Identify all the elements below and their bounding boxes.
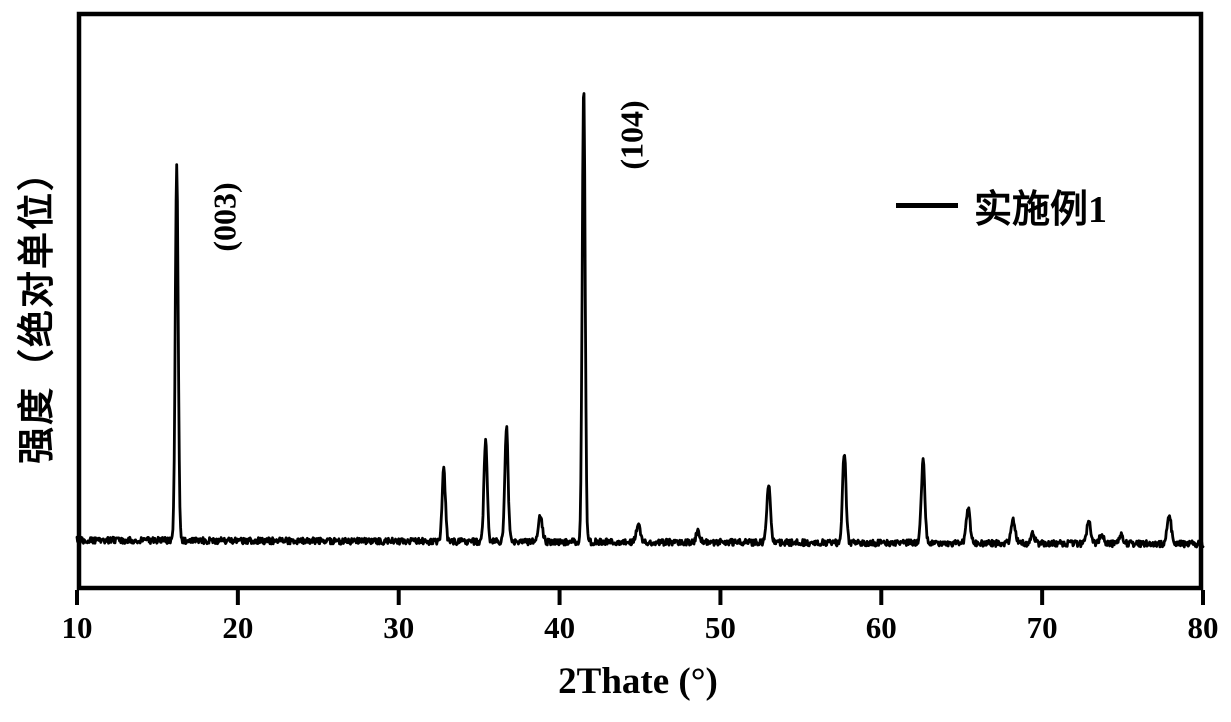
x-axis-label: 2Thate (°) — [558, 661, 718, 702]
xrd-trace — [75, 92, 1205, 549]
x-tick-label-50: 50 — [704, 610, 736, 645]
legend-line-sample — [896, 203, 958, 208]
x-tick-label-60: 60 — [865, 610, 897, 645]
legend-series-label: 实施例1 — [974, 189, 1108, 231]
x-tick-label-20: 20 — [222, 610, 254, 645]
x-tick-label-10: 10 — [61, 610, 93, 645]
peak-label-104: (104) — [613, 100, 650, 170]
x-tick-label-40: 40 — [544, 610, 576, 645]
x-tick-label-80: 80 — [1187, 610, 1219, 645]
x-tick-label-30: 30 — [383, 610, 415, 645]
y-axis-label: 强度（绝对单位） — [17, 152, 58, 464]
x-tick-label-70: 70 — [1026, 610, 1058, 645]
peak-label-003: (003) — [206, 182, 243, 252]
plot-border — [76, 11, 1204, 591]
legend: 实施例1 — [896, 178, 1107, 233]
